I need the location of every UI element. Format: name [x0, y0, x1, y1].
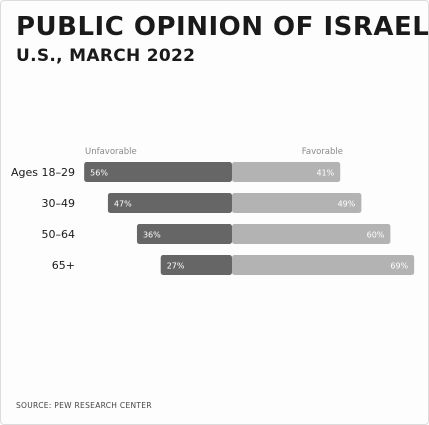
category-label: Ages 18–29 [11, 166, 75, 179]
data-label-favorable: 41% [316, 169, 334, 178]
bar-favorable [232, 193, 362, 213]
series-label-favorable: Favorable [302, 147, 343, 157]
bar-unfavorable [136, 224, 232, 244]
source-note: SOURCE: PEW RESEARCH CENTER [16, 401, 152, 410]
chart-subtitle: U.S., MARCH 2022 [16, 46, 196, 66]
data-label-favorable: 69% [390, 262, 408, 271]
bar-favorable [232, 255, 415, 275]
bar-unfavorable [160, 255, 232, 275]
data-label-unfavorable: 56% [90, 169, 108, 178]
data-label-favorable: 60% [367, 231, 385, 240]
data-label-unfavorable: 27% [167, 262, 185, 271]
category-label: 65+ [52, 259, 75, 272]
category-label: 50–64 [42, 228, 76, 241]
bar-unfavorable [84, 162, 232, 182]
bar-favorable [232, 162, 341, 182]
category-label: 30–49 [42, 197, 76, 210]
bar-unfavorable [107, 193, 232, 213]
data-label-unfavorable: 47% [114, 200, 132, 209]
series-label-unfavorable: Unfavorable [85, 147, 137, 157]
chart-title: PUBLIC OPINION OF ISRAEL [16, 12, 429, 42]
bar-favorable [232, 224, 391, 244]
data-label-favorable: 49% [338, 200, 356, 209]
data-label-unfavorable: 36% [143, 231, 161, 240]
